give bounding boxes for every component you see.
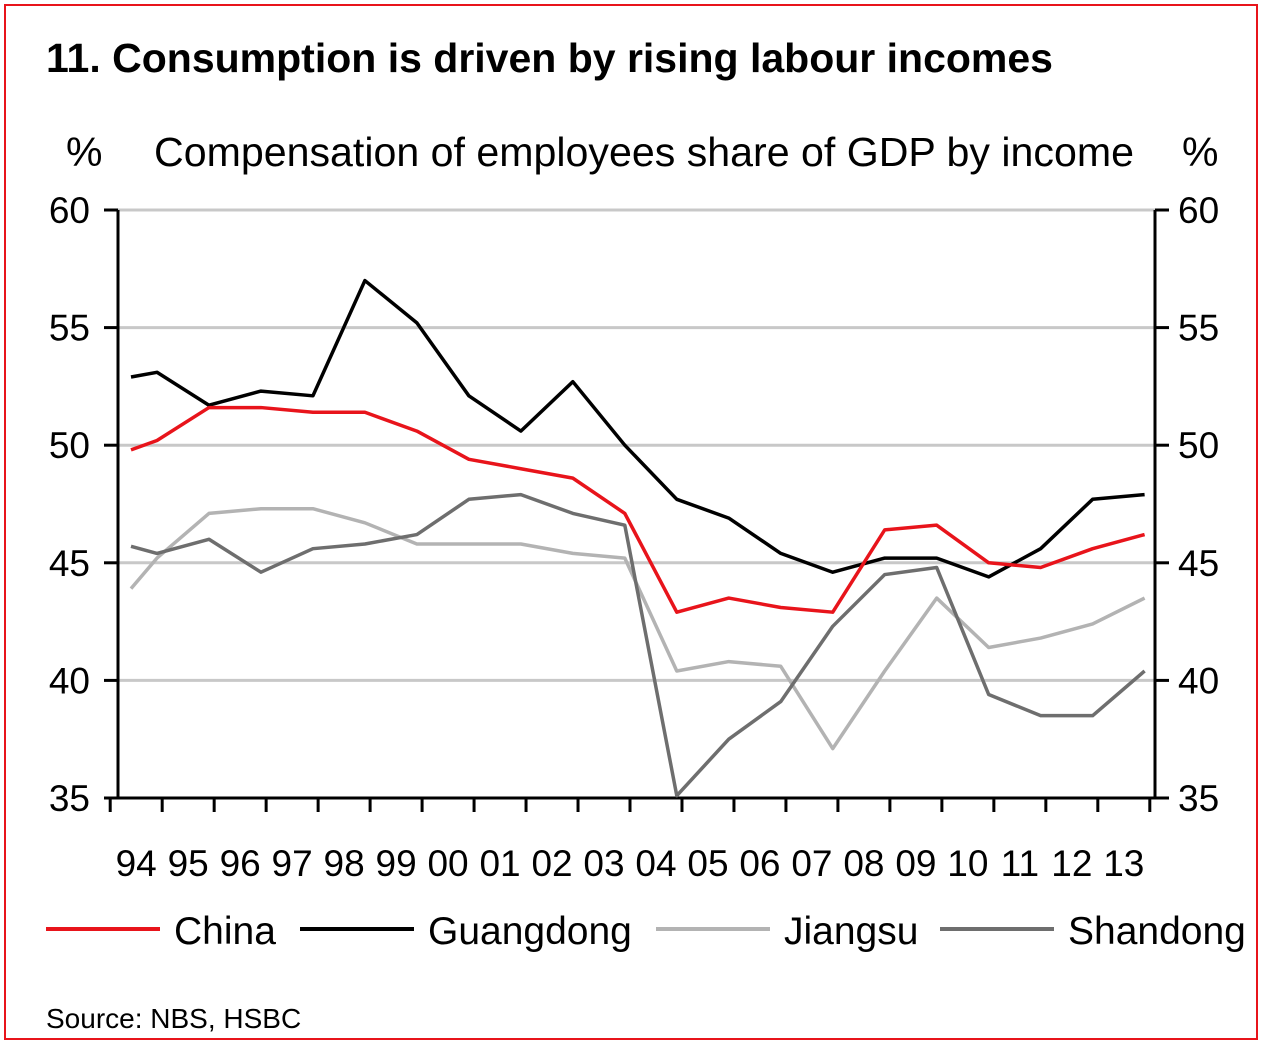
- chart-frame: [4, 4, 1258, 1040]
- left-tick-label-50: 50: [49, 425, 90, 466]
- series-lines: [129, 278, 1146, 798]
- x-tick-label-11: 11: [1001, 843, 1039, 884]
- x-tick-label-09: 09: [895, 843, 936, 884]
- x-tick-label-98: 98: [324, 843, 365, 884]
- x-tick-label-13: 13: [1103, 843, 1144, 884]
- left-tick-label-60: 60: [49, 190, 90, 231]
- x-tick-label-97: 97: [272, 843, 313, 884]
- chart-subtitle: Compensation of employees share of GDP b…: [154, 129, 1134, 175]
- legend-label-china: China: [174, 910, 276, 953]
- series-line-jiangsu: [129, 506, 1146, 751]
- left-tick-label-40: 40: [49, 660, 90, 701]
- right-axis-unit: %: [1182, 129, 1218, 175]
- left-axis-unit: %: [66, 129, 102, 175]
- chart-title: 11. Consumption is driven by rising labo…: [46, 35, 1053, 81]
- x-tick-label-03: 03: [583, 843, 624, 884]
- x-tick-label-94: 94: [116, 843, 157, 884]
- legend-label-shandong: Shandong: [1068, 910, 1246, 953]
- right-tick-label-50: 50: [1178, 425, 1219, 466]
- gridlines: [118, 208, 1155, 682]
- x-axis-tick-labels: 94 95 96 97 98 99 00 01 02 03 04 05 06 07 08 09 10 11 12 13: [116, 843, 1145, 884]
- series-line-shandong: [130, 492, 1146, 798]
- x-tick-label-95: 95: [168, 843, 209, 884]
- x-tick-label-99: 99: [376, 843, 417, 884]
- right-tick-label-60: 60: [1178, 190, 1219, 231]
- x-tick-label-08: 08: [843, 843, 884, 884]
- y-axis-tick-labels: 35 35 40 40 45 45 50 50 55 55 60 60: [49, 190, 1219, 819]
- x-tick-label-06: 06: [739, 843, 780, 884]
- right-tick-label-45: 45: [1178, 543, 1219, 584]
- legend-label-jiangsu: Jiangsu: [784, 910, 918, 953]
- right-tick-label-55: 55: [1178, 308, 1219, 349]
- series-line-guangdong: [130, 278, 1145, 579]
- right-tick-label-40: 40: [1178, 660, 1219, 701]
- x-tick-label-10: 10: [947, 843, 988, 884]
- x-tick-label-02: 02: [531, 843, 572, 884]
- x-tick-label-01: 01: [479, 843, 520, 884]
- left-tick-label-35: 35: [49, 778, 90, 819]
- x-tick-label-12: 12: [1051, 843, 1092, 884]
- legend: China Guangdong Jiangsu Shandong: [46, 910, 1246, 953]
- right-tick-label-35: 35: [1178, 778, 1219, 819]
- left-tick-label-55: 55: [49, 308, 90, 349]
- left-tick-label-45: 45: [49, 543, 90, 584]
- legend-label-guangdong: Guangdong: [428, 910, 632, 953]
- source-note: Source: NBS, HSBC: [46, 1003, 301, 1034]
- x-tick-label-96: 96: [220, 843, 261, 884]
- series-line-china: [130, 405, 1146, 614]
- x-tick-label-00: 00: [427, 843, 468, 884]
- x-tick-label-04: 04: [635, 843, 676, 884]
- x-tick-label-05: 05: [687, 843, 728, 884]
- x-tick-label-07: 07: [791, 843, 832, 884]
- axes: [104, 208, 1169, 812]
